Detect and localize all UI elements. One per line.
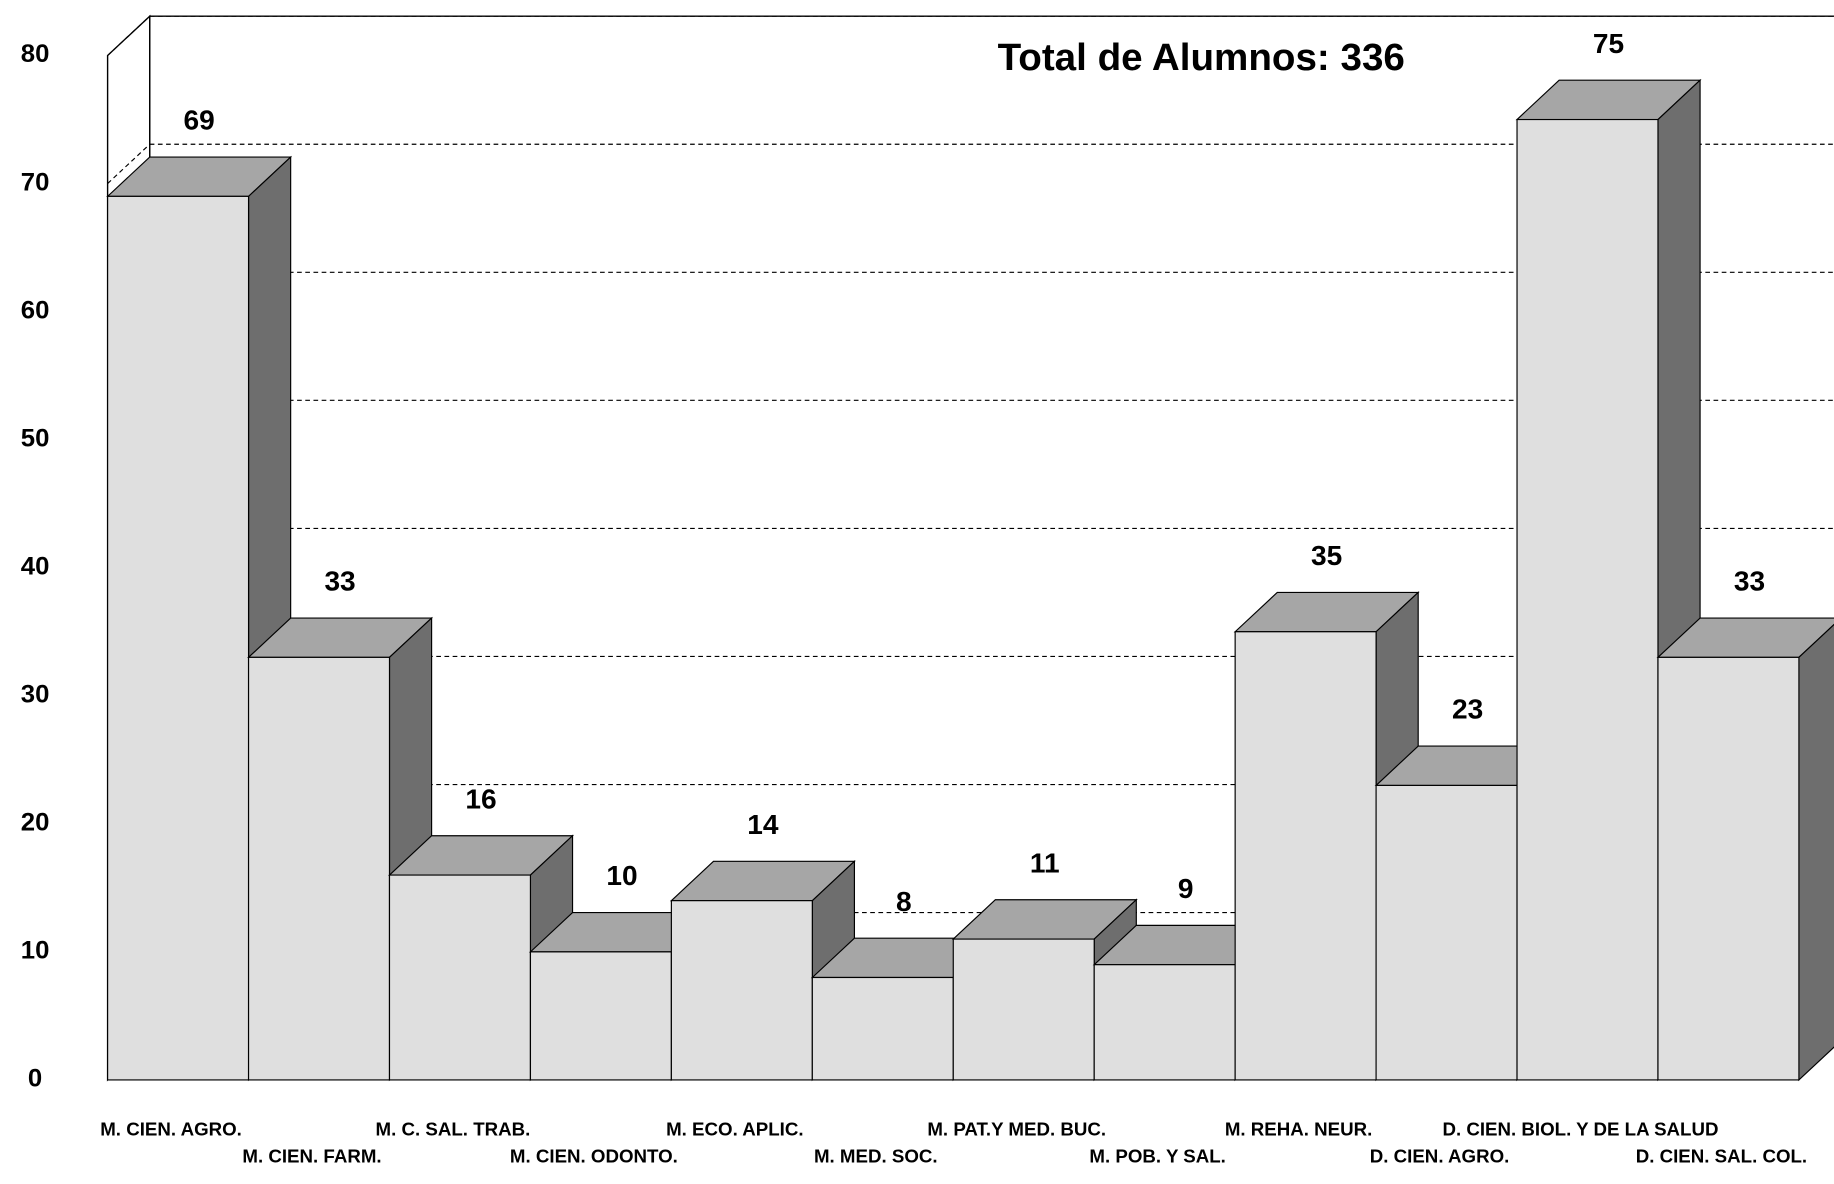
x-tick-label: M. ECO. APLIC. bbox=[666, 1119, 803, 1140]
value-label: 33 bbox=[1734, 566, 1765, 597]
x-tick-label: D. CIEN. SAL. COL. bbox=[1636, 1145, 1807, 1166]
x-tick-label: M. CIEN. AGRO. bbox=[100, 1119, 242, 1140]
bar bbox=[1375, 784, 1518, 1081]
value-label: 33 bbox=[324, 566, 355, 597]
x-tick-label: M. POB. Y SAL. bbox=[1089, 1145, 1225, 1166]
value-label: 75 bbox=[1593, 28, 1624, 59]
x-tick-label: M. REHA. NEUR. bbox=[1225, 1119, 1373, 1140]
bar bbox=[107, 195, 250, 1081]
bar bbox=[1234, 631, 1377, 1081]
x-tick-label: M. PAT.Y MED. BUC. bbox=[927, 1119, 1106, 1140]
value-label: 14 bbox=[747, 809, 779, 840]
y-tick-label: 30 bbox=[21, 681, 50, 709]
bar bbox=[811, 976, 954, 1081]
y-tick-label: 20 bbox=[21, 809, 50, 837]
x-tick-label: M. CIEN. ODONTO. bbox=[510, 1145, 678, 1166]
grid-line-side bbox=[107, 143, 151, 184]
chart-title: Total de Alumnos: 336 bbox=[998, 36, 1405, 79]
value-label: 16 bbox=[465, 784, 496, 815]
value-label: 9 bbox=[1178, 873, 1194, 904]
bar bbox=[1657, 656, 1800, 1081]
value-label: 35 bbox=[1311, 540, 1342, 571]
bar bbox=[670, 900, 813, 1081]
x-tick-label: D. CIEN. BIOL. Y DE LA SALUD bbox=[1442, 1119, 1718, 1140]
x-tick-label: M. CIEN. FARM. bbox=[242, 1145, 381, 1166]
x-tick-label: M. C. SAL. TRAB. bbox=[376, 1119, 531, 1140]
x-tick-label: M. MED. SOC. bbox=[814, 1145, 938, 1166]
value-label: 11 bbox=[1030, 848, 1060, 879]
value-label: 69 bbox=[184, 105, 215, 136]
bar bbox=[247, 656, 391, 1081]
y-tick-label: 70 bbox=[21, 168, 50, 196]
bar bbox=[1516, 118, 1659, 1081]
y-tick-label: 60 bbox=[21, 296, 50, 324]
y-tick-label: 40 bbox=[21, 553, 50, 581]
y-tick-label: 10 bbox=[21, 937, 50, 965]
y-tick-label: 0 bbox=[28, 1065, 42, 1093]
value-label: 10 bbox=[606, 860, 637, 891]
bar bbox=[952, 938, 1095, 1081]
grid-line-side bbox=[107, 15, 151, 56]
value-label: 8 bbox=[896, 886, 912, 917]
bar bbox=[1093, 964, 1236, 1081]
bar bbox=[529, 951, 672, 1081]
y-tick-label: 80 bbox=[21, 40, 50, 68]
value-label: 23 bbox=[1452, 694, 1483, 725]
bar bbox=[388, 874, 532, 1081]
x-tick-label: D. CIEN. AGRO. bbox=[1370, 1145, 1510, 1166]
bar-side bbox=[1798, 623, 1834, 1082]
y-tick-label: 50 bbox=[21, 425, 50, 453]
